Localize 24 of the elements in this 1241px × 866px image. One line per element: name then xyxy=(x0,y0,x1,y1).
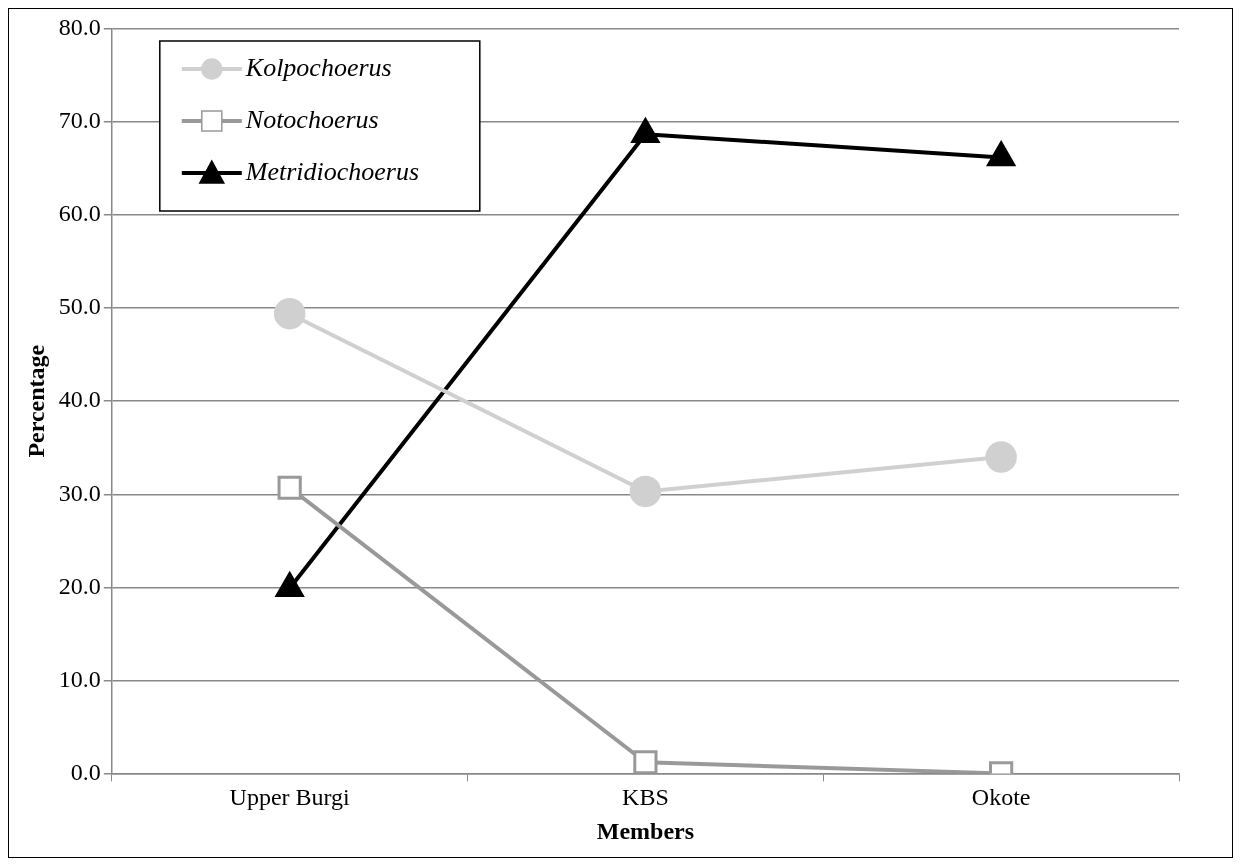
x-tick-label: Okote xyxy=(971,784,1031,811)
legend-label: Notochoerus xyxy=(244,104,379,134)
y-tick-label: 0.0 xyxy=(70,758,101,785)
x-tick-label: KBS xyxy=(622,784,669,811)
y-tick-label: 10.0 xyxy=(58,665,101,692)
point xyxy=(629,475,662,508)
y-tick-label: 20.0 xyxy=(58,572,101,599)
y-tick-label: 60.0 xyxy=(58,200,101,227)
y-tick-label: 80.0 xyxy=(58,14,101,41)
x-axis-title: Members xyxy=(596,817,695,844)
legend-label: Metridiochoerus xyxy=(244,156,420,186)
point xyxy=(273,297,306,330)
y-tick-label: 30.0 xyxy=(58,479,101,506)
y-tick-label: 40.0 xyxy=(58,386,101,413)
point xyxy=(986,140,1016,167)
point xyxy=(277,475,302,500)
point xyxy=(985,441,1017,473)
point xyxy=(630,117,661,143)
legend-label: Kolpochoerus xyxy=(244,52,392,82)
x-tick-label: Upper Burgi xyxy=(229,784,351,811)
point xyxy=(633,750,658,774)
y-tick-label: 50.0 xyxy=(58,293,101,320)
y-axis-title: Percentage xyxy=(22,344,49,458)
y-tick-label: 70.0 xyxy=(58,107,101,134)
